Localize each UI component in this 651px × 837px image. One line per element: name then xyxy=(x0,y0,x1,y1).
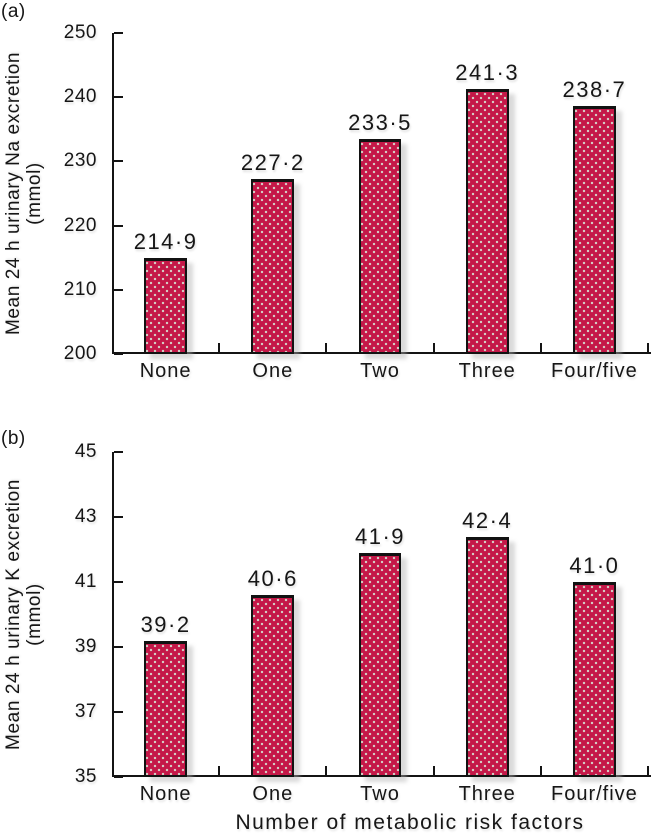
y-tick-mark xyxy=(114,96,123,99)
bar-value-label: 233·5 xyxy=(348,109,412,135)
bar-value-label: 42·4 xyxy=(462,507,513,533)
x-category-label: Three xyxy=(458,360,516,382)
y-tick-mark xyxy=(114,224,123,227)
y-axis-line xyxy=(112,33,114,354)
y-tick-label: 210 xyxy=(63,278,97,300)
panel-a-y-axis-title-line1: Mean 24 h urinary Na excretion xyxy=(3,51,24,336)
x-tick-mark xyxy=(647,766,649,775)
x-tick-mark xyxy=(218,766,221,775)
y-tick-mark xyxy=(114,451,123,453)
y-tick-label: 220 xyxy=(63,214,97,236)
x-category-label: One xyxy=(252,360,294,382)
panel-b-y-axis-title-line1: Mean 24 h urinary K excretion xyxy=(3,479,24,750)
y-tick-label: 250 xyxy=(63,22,97,43)
bar-four-five xyxy=(572,582,616,777)
bar-value-label: 214·9 xyxy=(133,229,198,255)
y-tick-mark xyxy=(114,353,123,355)
x-tick-mark xyxy=(432,766,435,775)
y-tick-label: 45 xyxy=(74,441,97,462)
y-tick-label: 43 xyxy=(74,506,97,527)
bar-three xyxy=(465,536,509,777)
x-category-label: One xyxy=(252,783,294,805)
x-tick-mark xyxy=(539,343,542,352)
x-tick-mark xyxy=(218,343,221,352)
y-tick-label: 240 xyxy=(63,86,97,108)
bar-two xyxy=(358,138,402,354)
bar-three xyxy=(465,88,509,354)
x-tick-mark xyxy=(432,343,435,352)
y-tick-mark xyxy=(114,581,123,583)
bar-value-label: 41·9 xyxy=(354,523,406,549)
bar-four-five xyxy=(572,105,616,354)
y-tick-mark xyxy=(114,516,123,518)
y-tick-mark xyxy=(114,776,123,778)
bar-one xyxy=(251,595,295,777)
x-category-label: None xyxy=(139,783,192,805)
panel-b-label: (b) xyxy=(1,428,26,449)
bar-value-label: 238·7 xyxy=(562,76,627,102)
bar-value-label: 39·2 xyxy=(140,611,191,637)
y-tick-mark xyxy=(114,32,123,34)
y-tick-label: 39 xyxy=(74,636,97,657)
y-tick-label: 37 xyxy=(74,701,97,722)
x-category-label: None xyxy=(139,360,192,382)
x-tick-mark xyxy=(325,343,328,352)
bar-none xyxy=(144,640,188,777)
x-category-label: Two xyxy=(360,783,400,805)
y-tick-mark xyxy=(114,288,123,291)
panel-b-y-axis-title: Mean 24 h urinary K excretion (mmol) xyxy=(3,452,45,777)
bar-value-label: 227·2 xyxy=(240,150,305,176)
panel-a-y-axis-title-line2: (mmol) xyxy=(24,162,45,225)
x-category-label: Four/five xyxy=(550,783,638,805)
x-tick-mark xyxy=(325,766,328,775)
bar-value-label: 40·6 xyxy=(247,566,298,591)
y-tick-mark xyxy=(114,160,123,163)
x-category-label: Two xyxy=(360,360,400,382)
panel-b-plot: 35 37 39 41 43 45 39·2 None 40·6 One 41·9 Two 42·4 Th… xyxy=(75,442,651,805)
panel-a-plot: 200 210 220 230 240 250 214·9 None 227·2 One 233·5… xyxy=(64,23,651,382)
bar-none xyxy=(144,258,188,354)
bar-one xyxy=(251,179,295,354)
y-tick-label: 230 xyxy=(63,150,97,172)
y-tick-mark xyxy=(114,711,123,713)
bar-value-label: 41·0 xyxy=(569,553,620,578)
panel-a-y-axis-title: Mean 24 h urinary Na excretion (mmol) xyxy=(3,33,45,354)
x-tick-mark xyxy=(647,343,649,352)
bar-two xyxy=(358,552,402,777)
x-axis-title: Number of metabolic risk factors xyxy=(235,811,585,834)
panel-b-y-axis-title-line2: (mmol) xyxy=(24,583,45,646)
y-tick-label: 35 xyxy=(74,766,97,787)
x-category-label: Four/five xyxy=(550,360,638,382)
y-axis-line xyxy=(112,452,114,777)
bar-value-label: 241·3 xyxy=(455,59,520,85)
y-tick-mark xyxy=(114,646,123,648)
x-category-label: Three xyxy=(458,783,516,805)
y-tick-label: 41 xyxy=(74,571,97,592)
x-tick-mark xyxy=(539,766,542,775)
panel-a-label: (a) xyxy=(1,1,26,22)
y-tick-label: 200 xyxy=(63,343,97,364)
